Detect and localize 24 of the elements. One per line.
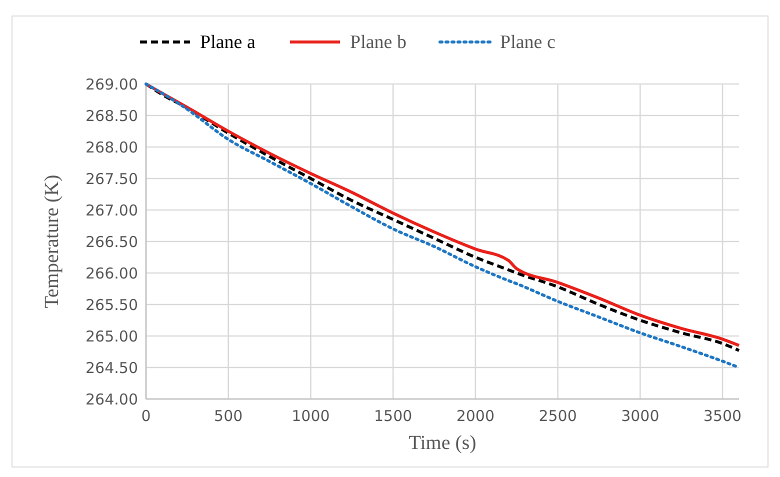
x-axis-title: Time (s) [408, 432, 476, 454]
y-tick-label: 266.50 [86, 232, 138, 251]
x-tick-label: 500 [214, 407, 243, 425]
legend-label: Plane b [350, 32, 406, 53]
y-tick-label: 268.50 [86, 106, 138, 125]
x-tick-label: 2500 [538, 407, 577, 425]
x-tick-label: 0 [141, 407, 151, 425]
y-tick-label: 269.00 [86, 75, 138, 94]
y-tick-label: 265.50 [86, 296, 138, 314]
legend-label: Plane a [200, 32, 256, 53]
y-tick-label: 267.50 [86, 170, 138, 188]
y-tick-label: 268.00 [86, 138, 138, 156]
x-tick-label: 1500 [374, 407, 412, 425]
x-tick-label: 3500 [703, 407, 742, 425]
x-tick-label: 3000 [621, 407, 660, 425]
x-tick-label: 1000 [292, 407, 330, 425]
x-tick-label: 2000 [456, 407, 495, 425]
y-tick-label: 265.00 [86, 327, 138, 346]
y-tick-label: 264.00 [86, 390, 138, 408]
y-tick-label: 267.00 [86, 201, 138, 220]
y-axis-title: Temperature (K) [41, 174, 63, 308]
y-tick-label: 264.50 [86, 358, 138, 377]
y-tick-label: 266.00 [86, 264, 138, 282]
legend-label: Plane c [500, 32, 556, 53]
